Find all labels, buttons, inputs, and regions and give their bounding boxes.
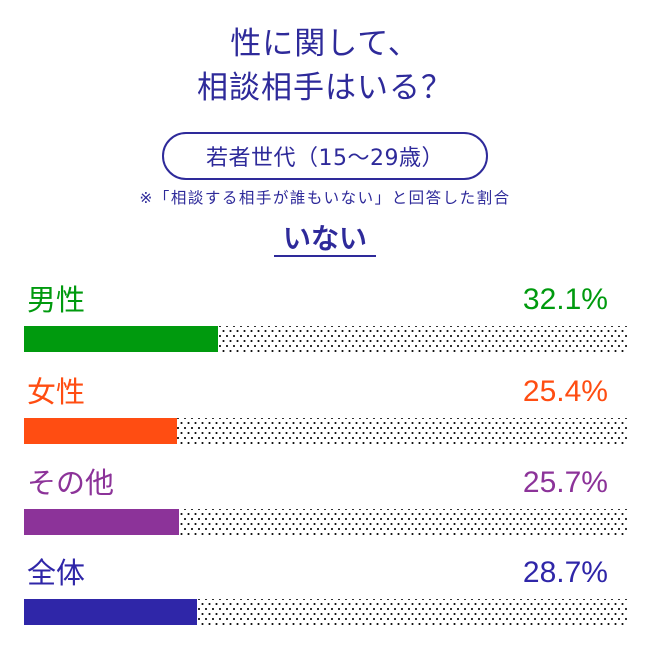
bar-fill bbox=[24, 599, 198, 625]
bar-value: 25.4% bbox=[522, 375, 608, 408]
bar-fill bbox=[24, 418, 178, 444]
bar-value: 28.7% bbox=[522, 556, 608, 589]
chart-title-line-2: 相談相手はいる？ bbox=[197, 70, 453, 106]
bar-track bbox=[24, 326, 627, 352]
bar-fill bbox=[24, 509, 179, 535]
chart-title-line-1: 性に関して、 bbox=[230, 26, 420, 62]
bar-label: 全体 bbox=[27, 556, 86, 590]
bar-value: 25.7% bbox=[522, 466, 608, 499]
bar-track bbox=[24, 509, 627, 535]
footnote: ※「相談する相手が誰もいない」と回答した割合 bbox=[139, 189, 511, 207]
bar-label: 女性 bbox=[27, 375, 86, 409]
series-heading: いない bbox=[282, 222, 367, 255]
segment-pill: 若者世代（15〜29歳） bbox=[162, 132, 488, 180]
bar-track bbox=[24, 599, 627, 625]
bar-row-male: 男性 32.1% bbox=[0, 280, 650, 370]
segment-pill-label: 若者世代（15〜29歳） bbox=[206, 146, 444, 171]
bar-label: 男性 bbox=[27, 283, 86, 317]
bar-row-total: 全体 28.7% bbox=[0, 553, 650, 643]
bar-row-female: 女性 25.4% bbox=[0, 372, 650, 462]
series-heading-underline bbox=[274, 255, 376, 257]
bar-fill bbox=[24, 326, 218, 352]
bar-value: 32.1% bbox=[522, 283, 608, 316]
bar-label: その他 bbox=[27, 466, 115, 500]
bar-track bbox=[24, 418, 627, 444]
bar-row-other: その他 25.7% bbox=[0, 463, 650, 553]
